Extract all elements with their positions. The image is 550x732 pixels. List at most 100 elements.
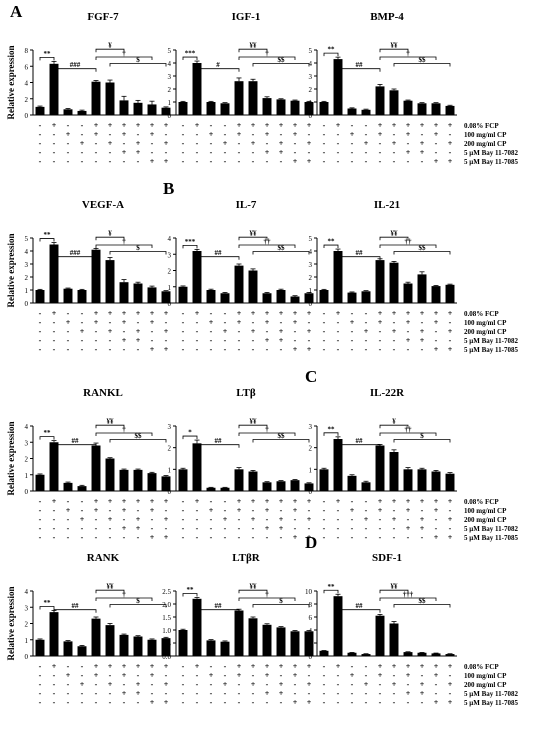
treatment-sign: + — [164, 533, 169, 542]
treatment-sign: - — [323, 497, 326, 506]
treatment-sign: - — [196, 524, 199, 533]
bar — [63, 109, 73, 115]
treatment-sign: - — [449, 506, 452, 515]
treatment-sign: + — [448, 345, 453, 354]
bar — [234, 469, 244, 491]
treatment-sign: + — [448, 139, 453, 148]
treatment-sign: + — [420, 497, 425, 506]
y-tick-label: 1.5 — [162, 614, 171, 622]
treatment-sign: + — [94, 130, 99, 139]
treatment-sign: + — [136, 327, 141, 336]
significance-bracket — [379, 236, 409, 241]
treatment-sign: - — [39, 671, 42, 680]
treatment-sign: - — [308, 336, 311, 345]
treatment-sign: - — [182, 671, 185, 680]
treatment-sign: - — [323, 309, 326, 318]
treatment-sign: - — [351, 533, 354, 542]
significance-bracket — [182, 593, 198, 597]
treatment-sign: - — [39, 533, 42, 542]
treatment-sign: - — [151, 336, 154, 345]
treatment-sign: - — [238, 515, 241, 524]
significance-label: # — [216, 61, 220, 69]
significance-bracket — [109, 251, 167, 255]
treatment-row-label: 5 μM Bay 11-7085 — [464, 158, 518, 166]
y-tick-label: 4 — [168, 235, 172, 243]
treatment-sign: - — [323, 327, 326, 336]
significance-label: † — [265, 591, 269, 599]
treatment-sign: - — [182, 121, 185, 130]
treatment-sign: - — [224, 698, 227, 707]
treatment-sign: - — [95, 533, 98, 542]
treatment-sign: - — [182, 689, 185, 698]
y-tick-label: 4 — [25, 80, 29, 88]
treatment-row-label: 0.08% FCP — [464, 310, 499, 318]
treatment-sign: - — [323, 148, 326, 157]
bar — [91, 249, 101, 303]
bar — [389, 262, 399, 303]
treatment-sign: - — [337, 130, 340, 139]
treatment-sign: + — [279, 139, 284, 148]
significance-bracket — [238, 424, 268, 429]
bar — [234, 610, 244, 656]
bar — [220, 641, 230, 656]
treatment-sign: - — [196, 148, 199, 157]
significance-label: † — [122, 50, 126, 58]
treatment-sign: - — [323, 130, 326, 139]
treatment-sign: - — [53, 698, 56, 707]
significance-bracket — [393, 604, 451, 608]
bar — [276, 99, 286, 115]
treatment-sign: - — [379, 698, 382, 707]
treatment-sign: + — [150, 662, 155, 671]
bar — [91, 445, 101, 491]
treatment-sign: + — [150, 345, 155, 354]
bar — [262, 98, 272, 115]
bar — [91, 618, 101, 656]
treatment-sign: - — [365, 524, 368, 533]
treatment-sign: + — [94, 497, 99, 506]
treatment-sign: - — [95, 139, 98, 148]
significance-bracket — [95, 48, 125, 53]
treatment-sign: - — [308, 506, 311, 515]
treatment-sign: - — [109, 533, 112, 542]
significance-label: $$ — [419, 56, 427, 64]
panel-title: IL-21 — [374, 199, 400, 211]
treatment-sign: - — [379, 336, 382, 345]
y-tick-label: 4 — [25, 248, 29, 256]
treatment-sign: - — [95, 515, 98, 524]
significance-label: ¥¥ — [107, 583, 115, 591]
treatment-sign: + — [406, 336, 411, 345]
treatment-row-label: 200 mg/ml CP — [464, 328, 507, 336]
significance-label: ¥¥ — [107, 418, 115, 426]
treatment-sign: + — [136, 662, 141, 671]
treatment-sign: + — [307, 698, 312, 707]
treatment-sign: - — [435, 524, 438, 533]
treatment-sign: + — [378, 318, 383, 327]
treatment-sign: + — [307, 121, 312, 130]
treatment-sign: - — [182, 533, 185, 542]
treatment-row-label: 100 mg/ml CP — [464, 131, 507, 139]
treatment-sign: + — [406, 148, 411, 157]
bar — [290, 100, 300, 115]
treatment-sign: - — [449, 524, 452, 533]
panel-title: IGF-1 — [232, 11, 261, 23]
bar — [445, 105, 455, 115]
significance-label: ** — [187, 586, 195, 594]
bar — [147, 639, 157, 656]
treatment-sign: - — [421, 345, 424, 354]
treatment-sign: - — [393, 689, 396, 698]
treatment-sign: - — [39, 506, 42, 515]
bar — [319, 290, 329, 303]
treatment-sign: - — [67, 680, 70, 689]
treatment-sign: + — [279, 515, 284, 524]
treatment-sign: + — [406, 662, 411, 671]
treatment-sign: + — [434, 318, 439, 327]
treatment-sign: + — [406, 506, 411, 515]
treatment-sign: + — [293, 318, 298, 327]
treatment-sign: + — [392, 662, 397, 671]
significance-label: † — [406, 50, 410, 58]
treatment-sign: - — [365, 662, 368, 671]
treatment-sign: - — [266, 533, 269, 542]
treatment-sign: - — [379, 345, 382, 354]
significance-label: † — [265, 426, 269, 434]
